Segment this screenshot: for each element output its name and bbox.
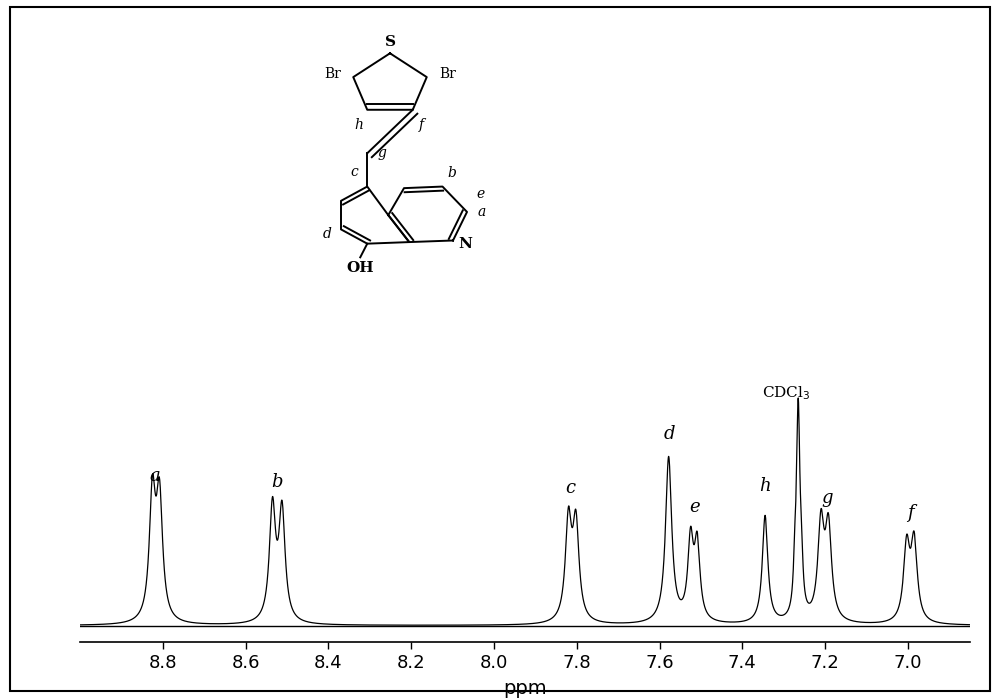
Text: e: e	[477, 188, 485, 202]
Text: g: g	[378, 147, 387, 161]
Text: d: d	[664, 425, 676, 443]
Text: S: S	[384, 34, 396, 49]
Text: h: h	[354, 118, 363, 132]
Text: b: b	[448, 166, 457, 180]
Text: a: a	[149, 467, 160, 484]
Text: OH: OH	[346, 261, 374, 275]
Text: h: h	[759, 477, 771, 495]
Text: Br: Br	[439, 67, 456, 81]
Text: f: f	[419, 118, 424, 132]
Text: g: g	[821, 489, 833, 507]
Text: f: f	[907, 504, 913, 522]
Text: d: d	[322, 227, 331, 241]
X-axis label: ppm: ppm	[503, 679, 547, 698]
Text: a: a	[478, 205, 486, 219]
Text: Br: Br	[324, 67, 341, 81]
Text: c: c	[351, 165, 358, 179]
Text: N: N	[458, 237, 472, 251]
Text: b: b	[271, 473, 282, 491]
Text: c: c	[565, 479, 576, 497]
Text: CDCl$_3$: CDCl$_3$	[762, 384, 810, 402]
Text: e: e	[689, 498, 700, 516]
